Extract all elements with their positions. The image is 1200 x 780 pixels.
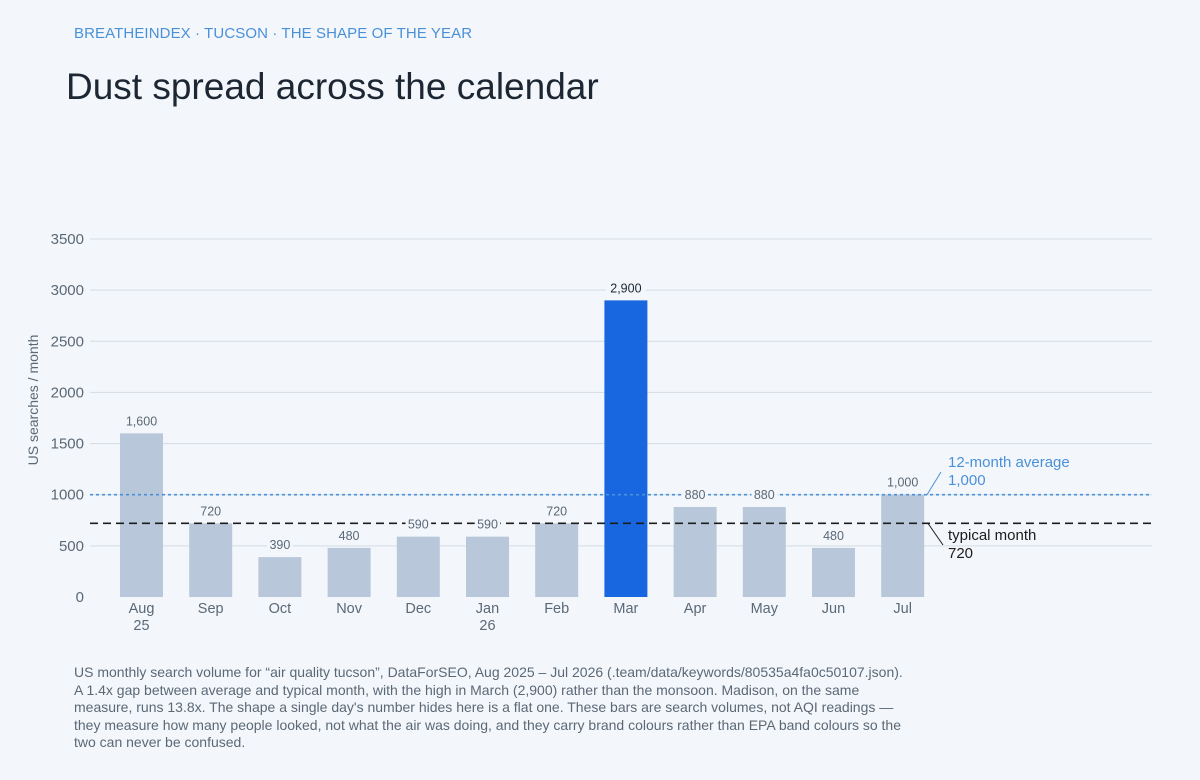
bar-oct xyxy=(258,557,302,597)
bar-jul xyxy=(881,494,925,597)
value-label-bg xyxy=(682,487,708,502)
x-tick-label: Jan xyxy=(476,601,499,617)
bar-dec xyxy=(396,536,440,597)
x-tick-label: 25 xyxy=(133,618,149,634)
bar-nov xyxy=(327,547,371,597)
value-label: 480 xyxy=(823,529,844,543)
bar-aug xyxy=(120,433,163,597)
value-label: 720 xyxy=(546,504,567,518)
bar-sep xyxy=(189,523,233,597)
x-tick-label: Nov xyxy=(336,601,363,617)
value-label-bg xyxy=(336,528,362,543)
y-axis-label: US searches / month xyxy=(25,335,41,466)
typical-value: 720 xyxy=(948,545,973,562)
bar-may xyxy=(742,506,786,597)
bars xyxy=(120,300,925,597)
value-label: 880 xyxy=(754,488,775,502)
value-label: 720 xyxy=(200,504,221,518)
typical-annotation-leader xyxy=(927,523,944,546)
x-tick-label: Dec xyxy=(405,601,431,617)
average-label: 12-month average xyxy=(948,454,1070,471)
y-tick-label: 2500 xyxy=(51,333,84,350)
y-tick-label: 1500 xyxy=(51,436,84,453)
value-label-bg xyxy=(751,487,778,502)
typical-label: typical month xyxy=(948,527,1036,544)
x-tick-label: Jun xyxy=(822,601,845,617)
bar-chart: 0 500 1000 1500 2000 2500 3000 3500 US searches… xyxy=(25,231,1152,634)
value-label: 1,000 xyxy=(887,476,918,490)
y-axis-ticks: 0 500 1000 1500 2000 2500 3000 3500 xyxy=(51,231,84,606)
bar-apr xyxy=(673,506,717,597)
y-tick-label: 3000 xyxy=(51,282,84,299)
x-tick-label: Jul xyxy=(893,601,912,617)
value-labels: 1,600 720 390 480 590 590 720 2,900 880 880 480 1,0… xyxy=(121,281,923,553)
value-label-bg xyxy=(882,475,923,490)
bar-mar xyxy=(604,300,648,597)
caption: US monthly search volume for “air qualit… xyxy=(74,664,903,750)
y-tick-label: 3500 xyxy=(51,231,84,248)
chart-title: Dust spread across the calendar xyxy=(66,66,599,107)
y-tick-label: 0 xyxy=(76,589,84,606)
x-tick-label: Apr xyxy=(684,601,707,617)
x-tick-label: Sep xyxy=(198,601,224,617)
average-annotation-leader xyxy=(926,471,942,495)
y-tick-label: 500 xyxy=(59,538,84,555)
value-label-bg xyxy=(121,414,162,429)
bar-jun xyxy=(812,547,855,597)
x-tick-label: 26 xyxy=(479,618,495,634)
x-tick-label: Aug xyxy=(129,601,155,617)
value-label-bg xyxy=(543,504,570,519)
value-label: 480 xyxy=(339,529,360,543)
value-label-bg xyxy=(820,528,847,543)
bar-feb xyxy=(535,523,579,597)
x-tick-label: Mar xyxy=(613,601,638,617)
value-label: 390 xyxy=(269,538,290,552)
value-label-bg xyxy=(605,281,646,296)
x-tick-label: May xyxy=(751,601,779,617)
y-tick-label: 2000 xyxy=(51,384,84,401)
x-tick-label: Oct xyxy=(269,601,292,617)
bar-jan xyxy=(466,536,509,597)
value-label: 590 xyxy=(408,518,429,532)
average-value: 1,000 xyxy=(948,472,986,489)
x-tick-label: Feb xyxy=(544,601,569,617)
y-tick-label: 1000 xyxy=(51,487,84,504)
kicker: BREATHEINDEX · TUCSON · THE SHAPE OF THE… xyxy=(74,25,473,42)
value-label-bg xyxy=(405,517,432,532)
value-label: 590 xyxy=(477,518,498,532)
value-label-bg xyxy=(197,504,224,519)
value-label-bg xyxy=(267,538,293,553)
value-label: 2,900 xyxy=(610,281,641,295)
value-label: 1,600 xyxy=(126,414,157,428)
value-label: 880 xyxy=(685,488,706,502)
value-label-bg xyxy=(474,517,501,532)
